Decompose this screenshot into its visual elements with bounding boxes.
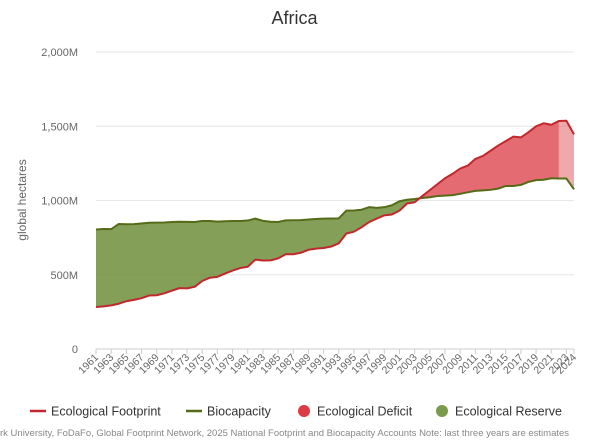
legend-item-biocapacity[interactable]: Biocapacity bbox=[186, 405, 272, 419]
legend-item-ecological-footprint[interactable]: Ecological Footprint bbox=[30, 405, 161, 419]
ecological-deficit-area-estimate bbox=[558, 120, 574, 190]
chart-legend[interactable]: Ecological Footprint Biocapacity Ecologica… bbox=[30, 405, 562, 419]
x-tick-label: 2024 bbox=[554, 352, 579, 377]
legend-label: Ecological Footprint bbox=[51, 405, 161, 419]
ecological-deficit-area bbox=[419, 121, 559, 199]
y-axis-label: global hectares bbox=[15, 159, 29, 240]
ecological-footprint-line bbox=[95, 119, 575, 308]
legend-label: Biocapacity bbox=[207, 405, 272, 419]
legend-circle-symbol bbox=[436, 405, 448, 417]
chart-credits: rk University, FoDaFo, Global Footprint … bbox=[0, 428, 569, 439]
x-axis-ticks: 1961196319651967196919711973197519771979… bbox=[76, 348, 579, 377]
legend-label: Ecological Reserve bbox=[455, 405, 562, 419]
legend-item-ecological-deficit[interactable]: Ecological Deficit bbox=[298, 405, 413, 419]
y-tick-label: 500M bbox=[50, 270, 78, 282]
legend-item-ecological-reserve[interactable]: Ecological Reserve bbox=[436, 405, 562, 419]
line-layer bbox=[95, 119, 575, 308]
gridlines bbox=[96, 51, 574, 350]
biocapacity-line bbox=[95, 177, 575, 231]
y-tick-label: 1,000M bbox=[41, 196, 78, 208]
y-axis-ticks: 0 500M 1,000M 1,500M 2,000M bbox=[41, 47, 78, 356]
legend-circle-symbol bbox=[298, 405, 310, 417]
legend-label: Ecological Deficit bbox=[317, 405, 413, 419]
ecological-reserve-area bbox=[96, 198, 420, 307]
chart-title: Africa bbox=[271, 8, 318, 28]
y-tick-label: 2,000M bbox=[41, 47, 78, 59]
y-tick-label: 1,500M bbox=[41, 121, 78, 133]
area-layer bbox=[96, 120, 574, 307]
y-tick-label: 0 bbox=[72, 344, 78, 356]
